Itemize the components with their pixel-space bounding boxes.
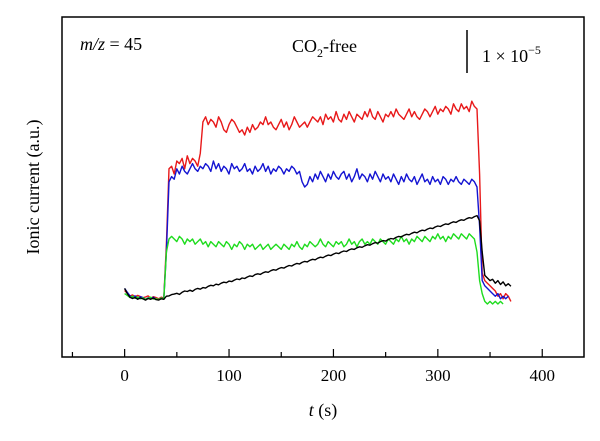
x-tick-label: 400	[529, 366, 555, 385]
x-tick-label: 300	[425, 366, 451, 385]
x-tick-label: 0	[120, 366, 129, 385]
condition-annotation: CO2-free	[292, 36, 357, 60]
y-axis-label: Ionic current (a.u.)	[23, 120, 44, 255]
series-line-4	[123, 214, 512, 301]
x-tick-label: 100	[216, 366, 242, 385]
x-axis-label: t (s)	[309, 400, 338, 421]
scale-bar-label: 1 × 10−5	[482, 43, 541, 66]
x-tick-label: 200	[321, 366, 347, 385]
x-axis-ticks: 0 100 200 300 400	[71, 349, 555, 385]
mz-annotation: m/z = 45	[80, 34, 142, 54]
series-line-2	[124, 160, 509, 301]
series-line-3	[124, 233, 504, 305]
plot-frame	[61, 16, 585, 358]
series-layer	[123, 100, 512, 305]
series-line-1	[124, 100, 512, 302]
